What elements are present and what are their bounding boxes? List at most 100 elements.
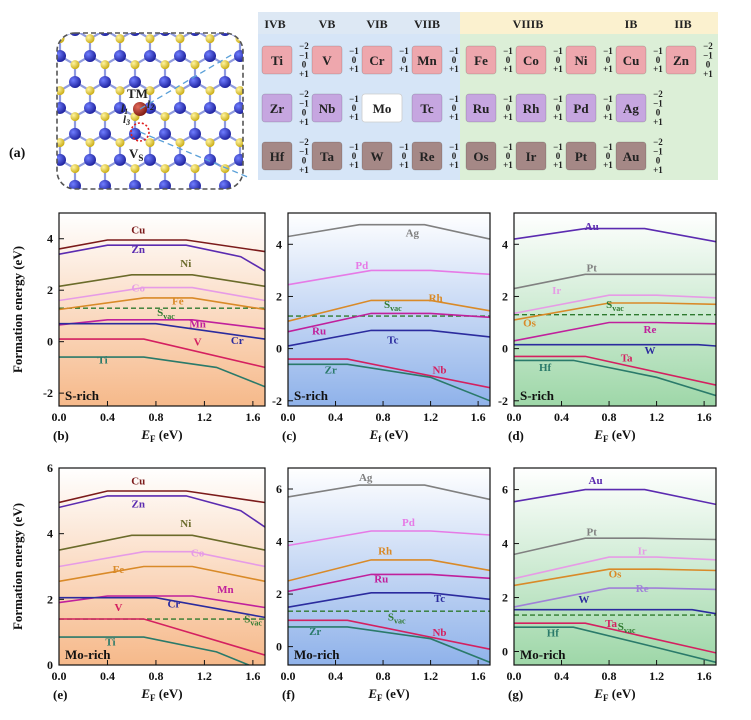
charge-state: −1 (503, 94, 513, 104)
mo-atom (9, 24, 21, 36)
charge-state: +1 (653, 117, 663, 127)
group-header-bg-right (460, 12, 718, 34)
x-tick-label: 1.2 (423, 669, 438, 683)
y-tick-label: -2 (43, 386, 53, 400)
charge-state: +1 (503, 112, 513, 122)
charge-state: 0 (352, 55, 357, 65)
mo-atom (144, 0, 156, 10)
mo-atom (69, 127, 81, 140)
mo-atom (69, 33, 81, 36)
series-line-cr (59, 596, 265, 619)
element-symbol: Zn (673, 53, 690, 68)
y-tick-label: 4 (276, 535, 282, 549)
charge-state: −1 (449, 46, 459, 56)
s-atom (206, 190, 215, 199)
series-line-tc (288, 592, 490, 608)
y-tick-label: 4 (276, 237, 282, 251)
element-symbol: Mn (417, 53, 437, 68)
s-atom (190, 112, 200, 122)
series-line-rh (288, 559, 490, 582)
mo-atom (204, 0, 216, 10)
charge-state: +1 (299, 165, 309, 175)
plot-frame (513, 212, 717, 407)
element-symbol: Re (419, 149, 434, 164)
mo-atom (129, 127, 141, 140)
mo-atom (219, 127, 231, 140)
s-atom (176, 190, 185, 199)
charge-state: 0 (556, 55, 561, 65)
element-box (411, 45, 443, 75)
series-label-fe: Fe (113, 564, 125, 576)
element-box (311, 45, 343, 75)
series-label-ru: Ru (312, 325, 326, 337)
series-line-mn (59, 595, 265, 609)
plot-frame (58, 212, 266, 407)
mo-atom (9, 128, 21, 140)
element-symbol: Tc (420, 101, 433, 116)
series-label-hf: Hf (539, 362, 552, 374)
series-line-ta (514, 355, 716, 386)
series-label-ru: Ru (374, 573, 388, 585)
series-label-v: V (114, 602, 122, 614)
bond (240, 4, 255, 13)
series-label-co: Co (132, 282, 146, 294)
element-symbol: Ag (623, 101, 639, 116)
series-line-zn (59, 244, 265, 272)
charge-state: +1 (449, 112, 459, 122)
charge-state: 0 (302, 60, 307, 70)
s-atom (70, 112, 80, 122)
element-box (311, 93, 343, 123)
s-atom (160, 60, 170, 70)
series-line-hf (514, 359, 716, 397)
series-label-os: Os (609, 568, 623, 580)
charge-state: −1 (553, 46, 563, 56)
bond (195, 4, 210, 13)
x-tick-label: 1.6 (697, 669, 712, 683)
series-label-ta: Ta (621, 353, 633, 365)
s-atom (26, 190, 35, 199)
y-tick-label: 0 (276, 342, 282, 356)
s-atom (41, 164, 50, 173)
y-tick-label: 0 (47, 658, 53, 672)
series-line-os (514, 302, 716, 321)
mo-atom (159, 75, 171, 88)
element-symbol: Os (473, 149, 488, 164)
y-tick-label: 0 (47, 335, 53, 349)
mo-atom (159, 127, 171, 140)
x-axis-label: EF (eV) (593, 686, 635, 703)
mo-atom (57, 153, 66, 166)
charge-state: 0 (506, 151, 511, 161)
bond (255, 4, 270, 13)
series-line-ag (288, 484, 490, 501)
x-axis-label: Ef (eV) (369, 427, 409, 444)
mo-atom (204, 101, 216, 114)
series-line-re (514, 587, 716, 608)
series-line-ir (514, 556, 716, 580)
bond (15, 212, 30, 221)
series-line-fe (59, 297, 265, 311)
charge-state: −1 (553, 94, 563, 104)
bond (270, 212, 285, 221)
svac-label: Svac (606, 299, 624, 313)
bond (30, 108, 45, 117)
mo-atom (99, 127, 111, 140)
series-label-cr: Cr (167, 599, 180, 611)
charge-state: −1 (653, 146, 663, 156)
bond (180, 4, 195, 13)
mo-atom (264, 206, 276, 218)
charge-state: −1 (653, 46, 663, 56)
element-box (565, 141, 597, 171)
y-tick-label: 0 (502, 645, 508, 659)
bond (165, 4, 180, 13)
series-line-v (59, 338, 265, 369)
bond (105, 4, 120, 13)
series-label-zr: Zr (325, 364, 337, 376)
mo-atom (234, 101, 243, 114)
bond (57, 33, 61, 40)
x-tick-label: 1.6 (471, 669, 486, 683)
charge-state: +1 (449, 64, 459, 74)
charge-state: +1 (399, 160, 409, 170)
series-label-zn: Zn (131, 498, 144, 510)
s-atom (145, 86, 155, 96)
mo-atom (39, 128, 51, 140)
